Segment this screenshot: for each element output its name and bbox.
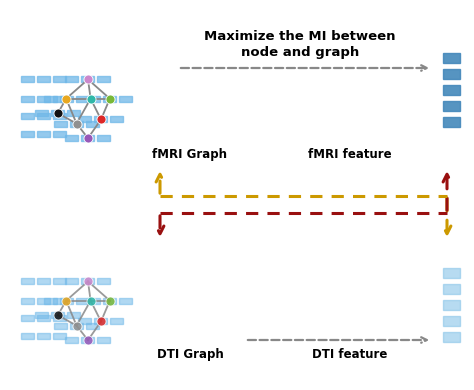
Text: DTI Graph: DTI Graph [156,348,223,361]
Bar [53,278,66,284]
Bar [53,113,66,119]
Bar [21,131,34,137]
Bar [103,96,116,102]
Bar [444,69,461,79]
Bar [67,312,80,318]
Bar [119,96,132,102]
Bar [119,298,132,304]
Bar [76,96,89,102]
Bar [21,113,34,119]
Bar [444,117,461,127]
Text: DTI feature: DTI feature [312,348,388,361]
Bar [70,121,83,127]
Bar [53,315,66,321]
Bar [60,96,73,102]
Bar [82,337,94,343]
Bar [65,76,79,82]
Bar [94,117,108,122]
Bar [444,284,461,294]
Bar [51,110,64,116]
Bar [53,333,66,339]
Bar [444,101,461,111]
Bar [94,319,108,324]
Bar [54,121,67,127]
Bar [98,76,110,82]
Bar [65,135,79,141]
Text: node and graph: node and graph [241,46,359,59]
Text: fMRI feature: fMRI feature [308,148,392,161]
Bar [110,117,124,122]
Bar [444,332,461,342]
Bar [37,298,50,304]
Bar [37,113,50,119]
Bar [98,278,110,284]
Bar [36,312,48,318]
Bar [67,110,80,116]
Bar [98,135,110,141]
Bar [37,278,50,284]
Bar [65,278,79,284]
Text: Maximize the MI between: Maximize the MI between [204,30,396,43]
Bar [21,315,34,321]
Bar [444,316,461,326]
Text: fMRI Graph: fMRI Graph [153,148,228,161]
Bar [444,300,461,310]
Bar [103,298,116,304]
Bar [53,131,66,137]
Bar [110,319,124,324]
Bar [36,110,48,116]
Bar [53,298,66,304]
Bar [65,337,79,343]
Bar [21,298,34,304]
Bar [86,121,99,127]
Bar [44,298,57,304]
Bar [53,76,66,82]
Bar [44,96,57,102]
Bar [21,76,34,82]
Bar [87,298,100,304]
Bar [37,131,50,137]
Bar [444,53,461,63]
Bar [444,85,461,95]
Bar [79,117,91,122]
Bar [444,268,461,278]
Bar [87,96,100,102]
Bar [76,298,89,304]
Bar [21,333,34,339]
Bar [37,96,50,102]
Bar [37,333,50,339]
Bar [82,135,94,141]
Bar [82,278,94,284]
Bar [21,278,34,284]
Bar [86,323,99,329]
Bar [21,96,34,102]
Bar [60,298,73,304]
Bar [54,323,67,329]
Bar [79,319,91,324]
Bar [82,76,94,82]
Bar [98,337,110,343]
Bar [37,315,50,321]
Bar [51,312,64,318]
Bar [70,323,83,329]
Bar [53,96,66,102]
Bar [37,76,50,82]
